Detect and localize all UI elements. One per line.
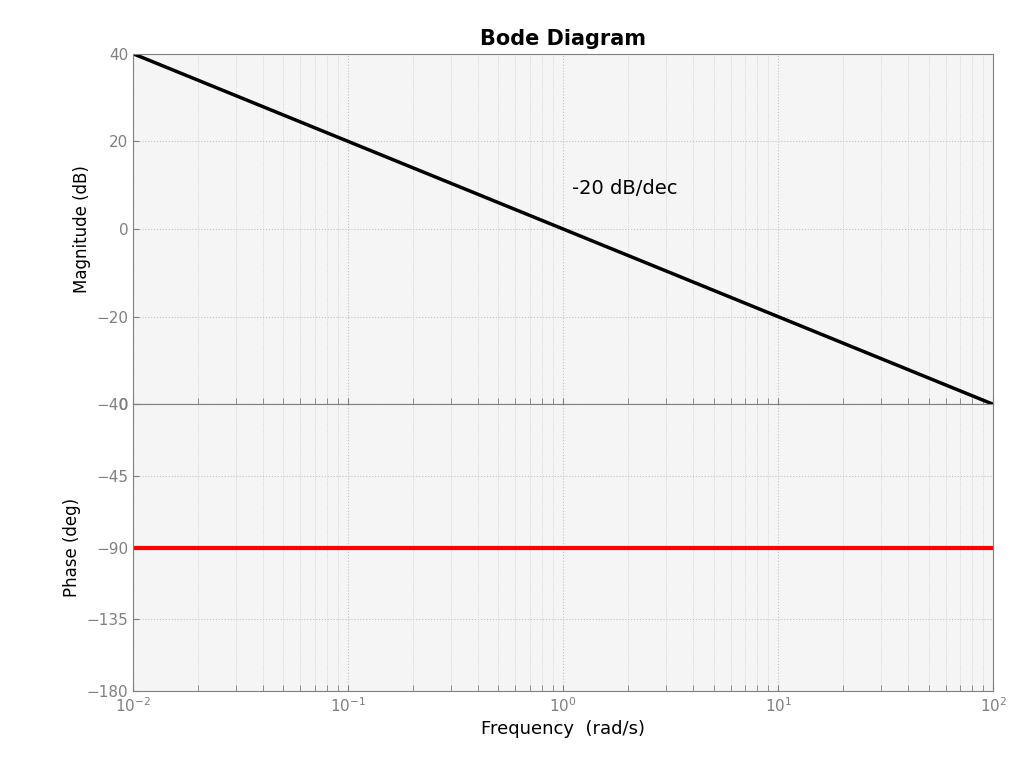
Y-axis label: Magnitude (dB): Magnitude (dB) — [73, 165, 91, 293]
Y-axis label: Phase (deg): Phase (deg) — [62, 498, 81, 598]
Title: Bode Diagram: Bode Diagram — [480, 29, 646, 49]
X-axis label: Frequency  (rad/s): Frequency (rad/s) — [481, 720, 645, 738]
Text: -20 dB/dec: -20 dB/dec — [572, 179, 678, 198]
